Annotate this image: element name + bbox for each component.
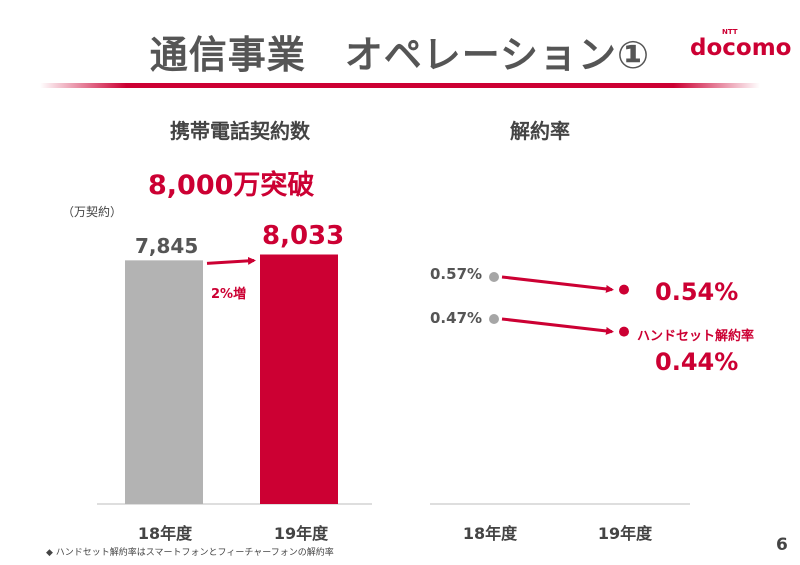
churn-title: 解約率 [510,119,570,143]
subscriptions-bar-1 [260,254,338,504]
churn-rate-chart [430,272,690,505]
title-divider [40,83,760,88]
bar-value-label-19: 8,033 [262,220,345,251]
churn-series-1-point-18 [489,314,499,324]
churn-series-0-point-18 [489,272,499,282]
churn-19-label: 0.54% [655,278,739,306]
bar-category-19: 19年度 [273,524,329,543]
growth-arrow [206,256,256,265]
bar-category-18: 18年度 [137,524,193,543]
docomo-logo: docomo [690,35,792,61]
subscriptions-highlight: 8,000万突破 [148,170,315,201]
handset-churn-19-label: 0.44% [655,348,739,376]
churn-series-1-point-19 [619,326,629,337]
footnote: ◆ ハンドセット解約率はスマートフォンとフィーチャーフォンの解約率 [46,548,334,558]
subscriptions-bar-chart [97,254,372,505]
handset-churn-series-label: ハンドセット解約率 [637,329,755,344]
page-title: 通信事業 オペレーション① [149,33,651,77]
churn-series-1-arrow [501,317,614,335]
handset-churn-18-label: 0.47% [430,309,483,327]
churn-18-label: 0.57% [430,265,483,283]
growth-label: 2%増 [211,287,247,302]
subscriptions-title: 携帯電話契約数 [170,119,310,143]
churn-category-19: 19年度 [597,524,653,543]
subscriptions-bar-0 [125,260,203,504]
churn-series-0-arrow [501,275,614,293]
page-number: 6 [776,535,788,555]
churn-series-0-point-19 [619,284,629,295]
unit-label: （万契約） [62,205,123,219]
churn-category-18: 18年度 [462,524,518,543]
logo-ntt-text: NTT [722,28,738,36]
bar-value-label-18: 7,845 [135,234,199,259]
